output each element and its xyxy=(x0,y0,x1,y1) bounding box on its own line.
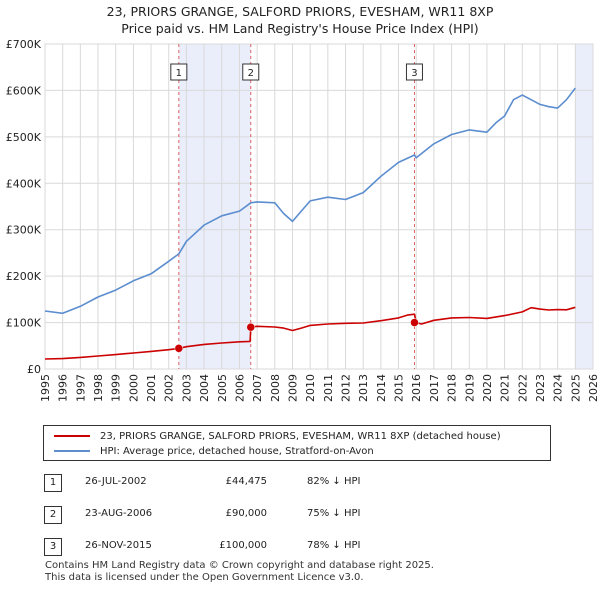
footer-copyright: Contains HM Land Registry data © Crown c… xyxy=(45,560,434,571)
sale-row: 3 26-NOV-2015 £100,000 78% ↓ HPI xyxy=(0,538,600,556)
sale-marker-box xyxy=(242,63,260,81)
x-tick-label: 2011 xyxy=(322,374,335,402)
y-tick-label: £400K xyxy=(6,177,42,190)
y-tick-label: £500K xyxy=(6,131,42,144)
x-tick-label: 2023 xyxy=(534,374,547,402)
series-line-hpi xyxy=(44,87,576,315)
sale-row: 2 23-AUG-2006 £90,000 75% ↓ HPI xyxy=(0,506,600,524)
y-tick-label: £600K xyxy=(6,84,42,97)
y-tick-label: £300K xyxy=(6,224,42,237)
x-tick-label: 1995 xyxy=(39,374,52,402)
legend-swatch-blue xyxy=(54,450,90,452)
sale-hpi: 82% ↓ HPI xyxy=(307,476,361,487)
x-tick-label: 2003 xyxy=(180,374,193,402)
footer-license: This data is licensed under the Open Gov… xyxy=(45,572,364,583)
x-tick-label: 2025 xyxy=(569,374,582,402)
sale-date: 23-AUG-2006 xyxy=(85,508,153,519)
x-tick-label: 2014 xyxy=(375,374,388,402)
x-tick-label: 1998 xyxy=(92,374,105,402)
x-tick-label: 2002 xyxy=(163,374,176,402)
sale-number-badge: 2 xyxy=(44,506,62,524)
legend-swatch-red xyxy=(54,435,90,437)
sale-row: 1 26-JUL-2002 £44,475 82% ↓ HPI xyxy=(0,474,600,492)
x-tick-label: 2018 xyxy=(446,374,459,402)
x-tick-label: 2017 xyxy=(428,374,441,402)
x-tick-label: 2004 xyxy=(198,374,211,402)
x-tick-label: 2016 xyxy=(410,374,423,402)
x-tick-label: 2012 xyxy=(340,374,353,402)
y-tick-label: £700K xyxy=(6,38,42,51)
price-chart: £0 £100K £200K £300K £400K £500K £600K £700K 199… xyxy=(6,38,600,402)
chart-title: 23, PRIORS GRANGE, SALFORD PRIORS, EVESH… xyxy=(106,4,494,19)
x-tick-label: 2013 xyxy=(357,374,370,402)
shaded-span xyxy=(575,44,593,369)
sale-hpi: 75% ↓ HPI xyxy=(307,508,361,519)
x-tick-label: 1997 xyxy=(74,374,87,402)
x-tick-label: 2022 xyxy=(516,374,529,402)
y-tick-label: £200K xyxy=(6,270,42,283)
sale-price: £90,000 xyxy=(225,508,267,519)
sale-number-badge: 1 xyxy=(44,474,62,492)
x-tick-label: 1996 xyxy=(57,374,70,402)
x-tick-label: 2006 xyxy=(233,374,246,402)
x-tick-label: 2000 xyxy=(127,374,140,402)
x-tick-label: 2026 xyxy=(587,374,600,402)
shaded-span xyxy=(178,44,251,369)
x-tick-label: 1999 xyxy=(110,374,123,402)
legend: 23, PRIORS GRANGE, SALFORD PRIORS, EVESH… xyxy=(43,425,551,461)
x-tick-label: 2021 xyxy=(499,374,512,402)
sale-marker-label: 1 xyxy=(176,68,182,79)
x-tick-label: 2005 xyxy=(216,374,229,402)
sale-hpi: 78% ↓ HPI xyxy=(307,540,361,551)
x-tick-label: 2015 xyxy=(393,374,406,402)
x-tick-label: 2008 xyxy=(269,374,282,402)
sale-date: 26-JUL-2002 xyxy=(85,476,147,487)
x-tick-label: 2009 xyxy=(286,374,299,402)
x-tick-label: 2001 xyxy=(145,374,158,402)
sale-marker-box xyxy=(405,63,423,81)
chart-subtitle: Price paid vs. HM Land Registry's House … xyxy=(121,21,479,36)
legend-label-property: 23, PRIORS GRANGE, SALFORD PRIORS, EVESH… xyxy=(100,430,501,442)
legend-item-hpi: HPI: Average price, detached house, Stra… xyxy=(54,444,374,458)
plot-background xyxy=(45,44,593,369)
legend-label-hpi: HPI: Average price, detached house, Stra… xyxy=(100,445,374,457)
sale-point xyxy=(246,322,256,332)
x-tick-label: 2024 xyxy=(552,374,565,402)
x-tick-label: 2010 xyxy=(304,374,317,402)
y-tick-label: £0 xyxy=(27,363,41,376)
sale-marker-label: 2 xyxy=(248,68,254,79)
sale-price: £100,000 xyxy=(219,540,267,551)
legend-item-property: 23, PRIORS GRANGE, SALFORD PRIORS, EVESH… xyxy=(54,429,501,443)
x-tick-label: 2007 xyxy=(251,374,264,402)
sale-marker-label: 3 xyxy=(411,68,417,79)
sale-price: £44,475 xyxy=(225,476,267,487)
x-tick-label: 2020 xyxy=(481,374,494,402)
x-tick-label: 2019 xyxy=(463,374,476,402)
sale-point xyxy=(410,318,419,327)
sale-date: 26-NOV-2015 xyxy=(85,540,152,551)
sale-point xyxy=(174,344,184,353)
sale-number-badge: 3 xyxy=(44,538,62,556)
y-tick-label: £100K xyxy=(6,317,42,330)
sale-marker-box xyxy=(170,63,188,81)
series-line-property xyxy=(44,306,576,360)
